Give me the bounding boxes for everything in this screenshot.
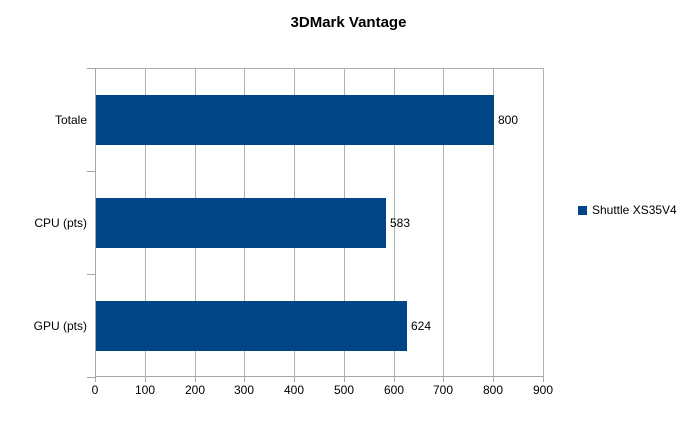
- chart-legend: Shuttle XS35V4: [578, 202, 677, 218]
- plot-area: [87, 68, 544, 382]
- x-axis-tick: [543, 377, 544, 382]
- x-axis-tick: [95, 377, 96, 382]
- x-axis-tick: [443, 377, 444, 382]
- category-label: GPU (pts): [33, 319, 87, 333]
- gridline-x-900: [543, 68, 544, 377]
- x-tick-label: 600: [383, 383, 405, 397]
- bar-cpu-pts: [96, 198, 386, 248]
- legend-label: Shuttle XS35V4: [592, 203, 677, 217]
- legend-swatch: [578, 205, 587, 215]
- y-axis-tick: [87, 377, 95, 378]
- bar-value-label: 583: [390, 216, 411, 230]
- y-axis-tick: [87, 274, 95, 275]
- x-axis-tick: [493, 377, 494, 382]
- gridline-x-600: [394, 68, 395, 377]
- category-label: Totale: [54, 113, 87, 127]
- x-tick-label: 100: [134, 383, 156, 397]
- category-label: CPU (pts): [34, 216, 87, 230]
- x-tick-label: 300: [233, 383, 255, 397]
- x-axis-tick: [394, 377, 395, 382]
- plot-top-border: [95, 68, 543, 69]
- bar-value-label: 800: [498, 113, 519, 127]
- y-axis-tick: [87, 171, 95, 172]
- x-axis-line: [95, 376, 543, 377]
- x-tick-label: 500: [333, 383, 355, 397]
- chart-title: 3DMark Vantage: [290, 14, 407, 31]
- bar-gpu-pts: [96, 301, 407, 351]
- x-tick-label: 400: [283, 383, 305, 397]
- gridline-x-800: [493, 68, 494, 377]
- x-axis-tick: [145, 377, 146, 382]
- y-axis-tick: [87, 68, 95, 69]
- y-axis-line: [95, 68, 96, 377]
- bar-totale: [96, 95, 494, 145]
- gridline-x-700: [443, 68, 444, 377]
- x-axis-tick: [344, 377, 345, 382]
- x-axis-tick: [294, 377, 295, 382]
- x-tick-label: 0: [91, 383, 99, 397]
- x-axis-tick: [195, 377, 196, 382]
- x-axis-tick: [244, 377, 245, 382]
- x-tick-label: 200: [184, 383, 206, 397]
- x-tick-label: 700: [432, 383, 454, 397]
- bar-value-label: 624: [411, 319, 432, 333]
- x-tick-label: 900: [532, 383, 554, 397]
- x-tick-label: 800: [482, 383, 504, 397]
